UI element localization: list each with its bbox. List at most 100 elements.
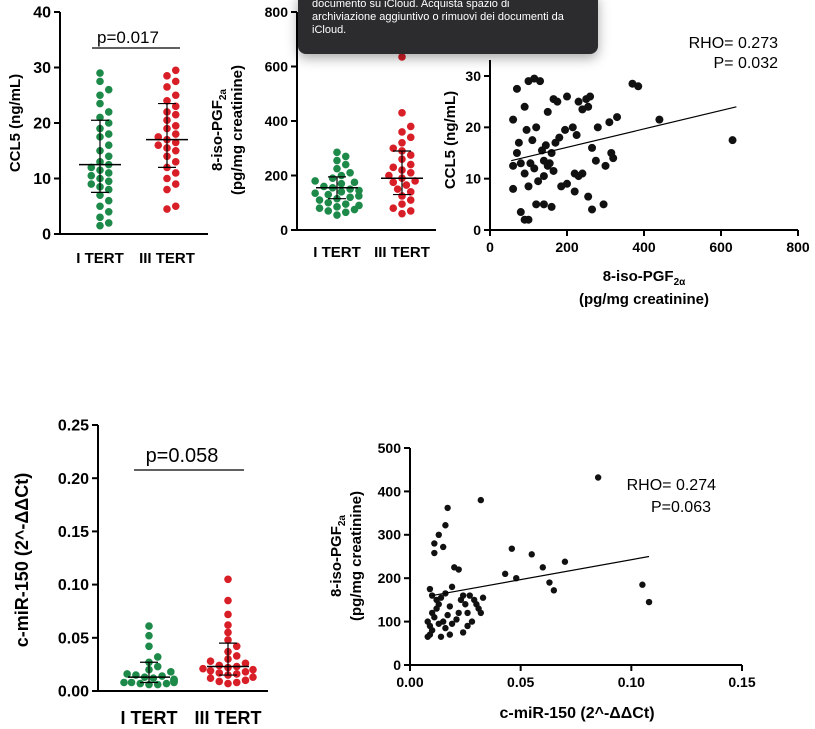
- p-value-ccl5: p=0.017: [97, 28, 159, 47]
- data-point: [333, 148, 341, 157]
- data-point: [171, 202, 180, 211]
- data-point: [406, 207, 415, 215]
- data-point: [163, 72, 171, 80]
- data-point: [444, 611, 451, 619]
- data-point: [341, 160, 350, 169]
- data-point: [530, 164, 539, 173]
- data-point: [446, 631, 454, 638]
- data-point: [232, 642, 241, 651]
- data-point: [528, 551, 535, 558]
- data-point: [232, 652, 241, 660]
- data-point: [104, 108, 113, 116]
- x-tick-label: 400: [632, 239, 656, 255]
- data-point: [333, 156, 341, 165]
- data-point: [547, 202, 556, 211]
- y-tick-label: 100: [378, 614, 402, 630]
- data-point: [588, 143, 597, 152]
- panel-iso-mir-correlation: 0 100 200 300 400 500 0.00 0.05 0.10 0.15 8-iso-P…: [328, 440, 756, 722]
- icloud-storage-tooltip: documento su iCloud. Acquista spazio di …: [298, 0, 598, 54]
- data-point: [224, 621, 232, 629]
- data-point: [389, 178, 398, 187]
- data-point: [514, 138, 523, 147]
- data-point: [104, 208, 113, 216]
- data-point: [574, 97, 583, 106]
- y-axis-label-ccl5: CCL5 (ng/mL): [7, 74, 24, 172]
- data-point: [337, 188, 346, 196]
- data-point: [426, 585, 434, 593]
- data-point: [541, 141, 550, 150]
- tooltip-line: archiviazione aggiuntivo o rimuovi dei d…: [312, 11, 564, 23]
- y-axis-label-iso-line2: (pg/mg creatinine): [229, 65, 246, 195]
- data-point: [346, 168, 354, 177]
- data-point: [406, 151, 415, 159]
- data-point: [444, 504, 451, 512]
- data-point: [145, 622, 153, 630]
- data-point: [516, 159, 525, 168]
- data-point: [315, 204, 324, 212]
- data-point: [171, 110, 180, 119]
- data-point: [153, 662, 162, 671]
- data-point: [522, 125, 531, 134]
- data-point: [561, 125, 570, 134]
- y-tick-label: 800: [265, 4, 289, 20]
- data-point: [224, 679, 232, 688]
- x-tick-label: 0: [486, 239, 494, 255]
- data-point: [324, 198, 333, 207]
- category-label-i-tert: I TERT: [121, 708, 178, 728]
- data-point: [241, 659, 250, 668]
- data-point: [501, 570, 509, 578]
- data-point: [104, 119, 113, 127]
- data-point: [462, 601, 469, 608]
- y-tick-label: 10: [465, 171, 481, 187]
- y-axis-label-mir: c-miR-150 (2^-ΔΔCt): [12, 473, 32, 647]
- data-point: [645, 598, 653, 606]
- data-point: [154, 141, 163, 149]
- data-point: [464, 622, 471, 630]
- data-point: [163, 174, 171, 183]
- y-tick-label: 20: [465, 119, 481, 135]
- data-point: [468, 618, 476, 625]
- data-point: [389, 163, 398, 172]
- data-point: [588, 205, 597, 214]
- data-point: [433, 605, 440, 612]
- data-point: [163, 83, 171, 91]
- x-tick-label: 0.00: [396, 674, 423, 690]
- data-point: [162, 679, 171, 688]
- data-point: [398, 200, 406, 208]
- data-point: [553, 97, 562, 106]
- data-point: [570, 187, 579, 196]
- data-point: [333, 164, 341, 173]
- data-point: [406, 196, 415, 204]
- y-tick-label: 400: [378, 483, 402, 499]
- data-point: [479, 594, 487, 601]
- data-point: [320, 182, 328, 191]
- data-point: [249, 673, 257, 681]
- data-point: [123, 670, 131, 678]
- data-point: [398, 128, 406, 136]
- data-point: [509, 115, 518, 124]
- data-point: [509, 161, 518, 170]
- data-point: [448, 583, 456, 591]
- data-point: [477, 609, 485, 617]
- x-tick-label: 600: [709, 239, 733, 255]
- data-point: [406, 133, 415, 142]
- y-tick-label: 0.00: [58, 684, 89, 701]
- y-tick-label: 0.10: [58, 577, 89, 594]
- x-axis-label-corr2: c-miR-150 (2^-ΔΔCt): [499, 705, 654, 722]
- p-value-mir: p=0.058: [146, 445, 219, 467]
- data-point: [337, 179, 346, 188]
- data-point: [442, 522, 449, 529]
- data-point: [520, 102, 529, 111]
- data-point: [634, 82, 643, 91]
- y-tick-label: 200: [265, 167, 289, 183]
- data-point: [145, 642, 153, 651]
- data-point: [539, 200, 548, 209]
- rho-label-corr2: RHO= 0.274: [627, 477, 716, 494]
- data-point: [406, 188, 415, 196]
- data-point: [346, 193, 354, 202]
- data-point: [549, 166, 558, 175]
- data-point: [96, 69, 104, 77]
- data-point: [512, 84, 521, 93]
- data-point: [324, 190, 333, 199]
